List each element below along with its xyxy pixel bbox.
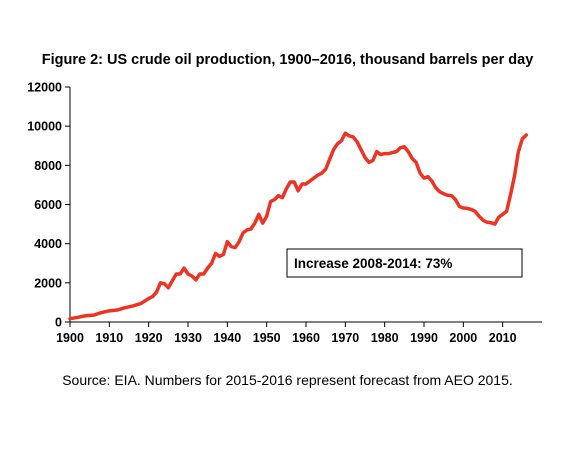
y-tick-label: 12000 bbox=[27, 81, 62, 95]
annotation-text: Increase 2008-2014: 73% bbox=[294, 256, 452, 271]
x-tick-label: 1940 bbox=[213, 331, 241, 345]
y-tick-label: 10000 bbox=[27, 120, 62, 134]
x-tick-label: 1990 bbox=[410, 331, 438, 345]
x-tick-label: 1920 bbox=[135, 331, 163, 345]
y-tick-label: 8000 bbox=[34, 159, 62, 173]
x-tick-label: 1900 bbox=[56, 331, 84, 345]
tick-labels: 0 2000 4000 6000 8000 10000 12000 1900 1910 1920 1… bbox=[27, 81, 516, 346]
source-note: Source: EIA. Numbers for 2015-2016 repre… bbox=[62, 372, 513, 388]
x-tick-label: 2000 bbox=[449, 331, 477, 345]
y-tick-label: 2000 bbox=[34, 276, 62, 290]
x-tick-label: 1970 bbox=[331, 331, 359, 345]
x-tick-label: 1980 bbox=[371, 331, 399, 345]
axes bbox=[65, 86, 542, 327]
x-tick-label: 1950 bbox=[253, 331, 281, 345]
x-tick-label: 1960 bbox=[292, 331, 320, 345]
y-tick-label: 0 bbox=[55, 316, 62, 330]
chart-title: Figure 2: US crude oil production, 1900–… bbox=[41, 52, 534, 68]
x-tick-label: 1930 bbox=[174, 331, 202, 345]
y-tick-label: 6000 bbox=[34, 198, 62, 212]
x-tick-label: 2010 bbox=[489, 331, 517, 345]
production-line bbox=[68, 131, 529, 321]
y-tick-label: 4000 bbox=[34, 237, 62, 251]
annotation-box bbox=[286, 248, 523, 278]
x-tick-label: 1910 bbox=[95, 331, 123, 345]
